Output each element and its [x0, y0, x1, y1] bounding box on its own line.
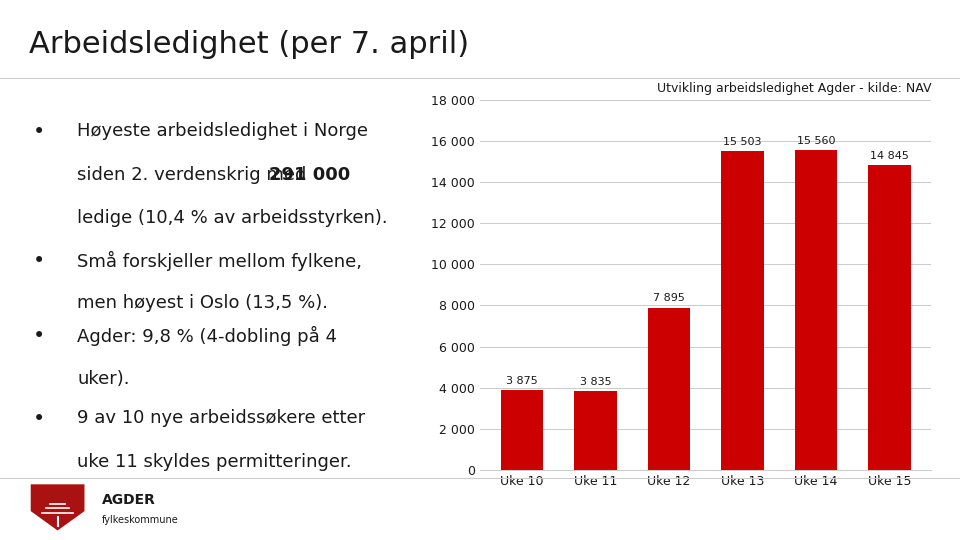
Text: 3 835: 3 835: [580, 377, 612, 387]
Text: •: •: [33, 251, 45, 271]
Text: Små forskjeller mellom fylkene,: Små forskjeller mellom fylkene,: [77, 251, 362, 271]
Text: siden 2. verdenskrig med: siden 2. verdenskrig med: [77, 165, 312, 184]
Text: AGDER: AGDER: [102, 492, 156, 507]
Bar: [721, 151, 763, 470]
Text: •: •: [33, 122, 45, 142]
Bar: [500, 390, 543, 470]
Bar: [574, 391, 616, 470]
Text: uker).: uker).: [77, 369, 130, 388]
Text: 15 560: 15 560: [797, 136, 835, 146]
Text: Arbeidsledighet (per 7. april): Arbeidsledighet (per 7. april): [29, 30, 468, 59]
Text: 15 503: 15 503: [723, 137, 761, 147]
Text: ledige (10,4 % av arbeidsstyrken).: ledige (10,4 % av arbeidsstyrken).: [77, 209, 388, 227]
Polygon shape: [31, 484, 84, 530]
Text: •: •: [33, 409, 45, 429]
Text: 7 895: 7 895: [653, 293, 684, 303]
Bar: [795, 150, 837, 470]
Text: 3 875: 3 875: [506, 376, 538, 386]
Text: 14 845: 14 845: [870, 151, 909, 160]
Text: 9 av 10 nye arbeidssøkere etter: 9 av 10 nye arbeidssøkere etter: [77, 409, 366, 427]
Bar: [648, 308, 690, 470]
Text: 291 000: 291 000: [269, 165, 350, 184]
Text: Utvikling arbeidsledighet Agder - kilde: NAV: Utvikling arbeidsledighet Agder - kilde:…: [657, 82, 931, 94]
Text: men høyest i Oslo (13,5 %).: men høyest i Oslo (13,5 %).: [77, 294, 328, 312]
Text: fylkeskommune: fylkeskommune: [102, 515, 179, 525]
Text: •: •: [33, 326, 45, 346]
Text: Agder: 9,8 % (4-dobling på 4: Agder: 9,8 % (4-dobling på 4: [77, 326, 337, 346]
Text: Høyeste arbeidsledighet i Norge: Høyeste arbeidsledighet i Norge: [77, 122, 369, 140]
Bar: [868, 165, 911, 470]
Text: uke 11 skyldes permitteringer.: uke 11 skyldes permitteringer.: [77, 453, 351, 471]
